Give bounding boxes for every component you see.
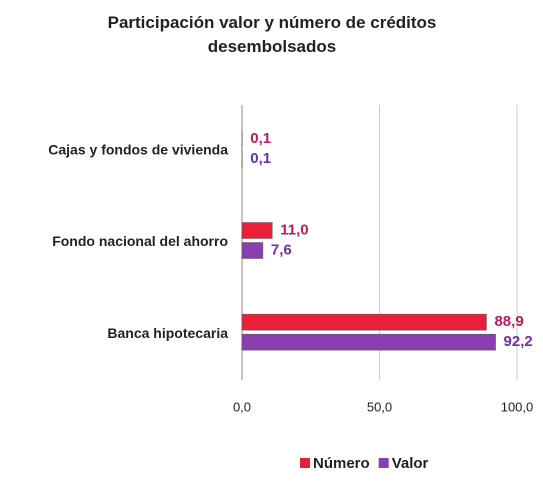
x-tick-label: 0,0 <box>233 399 251 414</box>
legend-label: Número <box>313 455 370 472</box>
value-label: 11,0 <box>280 221 308 238</box>
bar <box>241 313 487 331</box>
legend-label: Valor <box>392 455 429 472</box>
x-tick-label: 50,0 <box>367 399 392 414</box>
value-label: 0,1 <box>250 130 271 147</box>
chart-title: Participación valor y número de créditos… <box>108 13 437 56</box>
bar <box>241 242 264 259</box>
category-label: Banca hipotecaria <box>107 325 228 341</box>
category-label: Cajas y fondos de vivienda <box>48 142 228 158</box>
value-label: 92,2 <box>504 333 533 350</box>
bar <box>241 333 496 351</box>
category-label: Fondo nacional del ahorro <box>52 233 228 249</box>
value-label: 88,9 <box>494 313 523 330</box>
legend-swatch <box>378 458 389 468</box>
bar <box>241 222 273 239</box>
legend-swatch <box>300 458 310 468</box>
value-label: 0,1 <box>250 150 271 167</box>
value-label: 7,6 <box>271 241 292 258</box>
x-tick-label: 100,0 <box>501 399 534 414</box>
